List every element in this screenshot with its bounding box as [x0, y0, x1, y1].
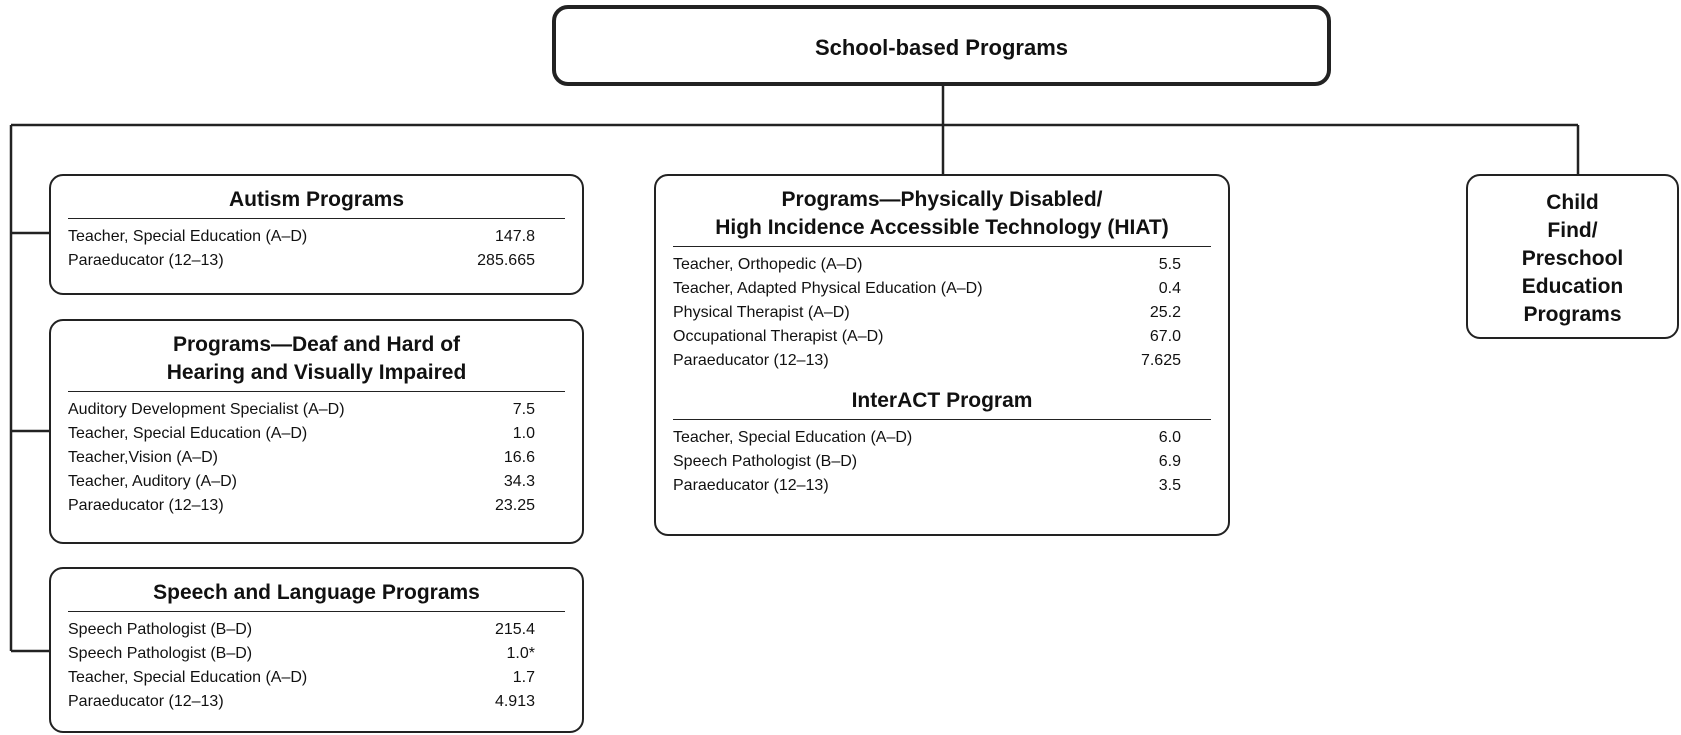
position-label: Teacher, Special Education (A–D) — [68, 425, 308, 442]
program-box: Programs—Deaf and Hard of Hearing and Vis… — [49, 319, 584, 544]
position-fte: 5.5 — [1158, 256, 1181, 273]
position-fte: 4.913 — [494, 693, 535, 710]
position-fte: 34.3 — [503, 473, 535, 490]
position-row: Teacher, Special Education (A–D) 6.0 — [673, 426, 1211, 450]
position-label: Physical Therapist (A–D) — [673, 304, 850, 321]
section-title: Programs—Deaf and Hard of Hearing and Vis… — [68, 331, 565, 387]
position-label: Paraeducator (12–13) — [673, 477, 829, 494]
position-label: Paraeducator (12–13) — [68, 252, 224, 269]
title-line: Preschool — [1521, 246, 1624, 270]
position-row: Paraeducator (12–13) 23.25 — [68, 494, 565, 518]
position-row: Teacher,Vision (A–D) 16.6 — [68, 446, 565, 470]
position-label: Teacher,Vision (A–D) — [68, 449, 218, 466]
position-row: Physical Therapist (A–D) 25.2 — [673, 301, 1211, 325]
position-row: Teacher, Adapted Physical Education (A–D… — [673, 277, 1211, 301]
program-box: Autism Programs Teacher, Special Educatio… — [49, 174, 584, 295]
position-fte: 1.7 — [512, 669, 535, 686]
position-row: Teacher, Auditory (A–D) 34.3 — [68, 470, 565, 494]
position-fte: 16.6 — [503, 449, 535, 466]
title-rule — [68, 218, 565, 219]
title-rule — [673, 419, 1211, 420]
position-row: Paraeducator (12–13) 7.625 — [673, 349, 1211, 373]
position-row: Teacher, Special Education (A–D) 147.8 — [68, 225, 565, 249]
position-row: Speech Pathologist (B–D) 1.0* — [68, 642, 565, 666]
section-title: InterACT Program — [673, 387, 1211, 415]
position-label: Speech Pathologist (B–D) — [673, 453, 858, 470]
title-rule — [68, 611, 565, 612]
section-title: Autism Programs — [68, 186, 565, 214]
position-row: Teacher, Orthopedic (A–D) 5.5 — [673, 253, 1211, 277]
position-fte: 7.5 — [512, 401, 535, 418]
position-label: Teacher, Special Education (A–D) — [68, 669, 308, 686]
position-fte: 285.665 — [477, 252, 535, 269]
title-line: Programs—Physically Disabled/ — [781, 188, 1103, 211]
position-row: Occupational Therapist (A–D) 67.0 — [673, 325, 1211, 349]
position-fte: 1.0 — [512, 425, 535, 442]
title-rule — [68, 391, 565, 392]
title-line: Child — [1546, 190, 1599, 214]
position-fte: 1.0* — [506, 645, 535, 662]
position-label: Auditory Development Specialist (A–D) — [68, 401, 345, 418]
position-label: Teacher, Special Education (A–D) — [673, 429, 913, 446]
position-fte: 147.8 — [494, 228, 535, 245]
position-fte: 6.0 — [1158, 429, 1181, 446]
title-line: Speech and Language Programs — [153, 581, 480, 604]
position-label: Speech Pathologist (B–D) — [68, 645, 253, 662]
title-line: Programs—Deaf and Hard of — [172, 333, 461, 356]
position-row: Speech Pathologist (B–D) 6.9 — [673, 450, 1211, 474]
title-line: Education — [1521, 274, 1624, 298]
position-label: Paraeducator (12–13) — [68, 693, 224, 710]
position-label: Occupational Therapist (A–D) — [673, 328, 884, 345]
position-row: Speech Pathologist (B–D) 215.4 — [68, 618, 565, 642]
program-box: Child Find/Preschool Education Programs — [1466, 174, 1679, 339]
position-row: Teacher, Special Education (A–D) 1.0 — [68, 422, 565, 446]
position-row: Auditory Development Specialist (A–D) 7.5 — [68, 398, 565, 422]
position-label: Teacher, Orthopedic (A–D) — [673, 256, 863, 273]
position-row: Paraeducator (12–13) 285.665 — [68, 249, 565, 273]
position-row: Teacher, Special Education (A–D) 1.7 — [68, 666, 565, 690]
position-label: Paraeducator (12–13) — [673, 352, 829, 369]
title-line: InterACT Program — [851, 389, 1033, 412]
position-fte: 215.4 — [494, 621, 535, 638]
position-label: Paraeducator (12–13) — [68, 497, 224, 514]
position-label: Teacher, Special Education (A–D) — [68, 228, 308, 245]
title-line: High Incidence Accessible Technology (HI… — [715, 216, 1169, 239]
section-title: Child Find/Preschool Education Programs — [1522, 189, 1624, 329]
position-fte: 3.5 — [1158, 477, 1181, 494]
position-label: Teacher, Auditory (A–D) — [68, 473, 237, 490]
position-fte: 67.0 — [1149, 328, 1181, 345]
program-box: Speech and Language Programs Speech Patho… — [49, 567, 584, 733]
position-label: Teacher, Adapted Physical Education (A–D… — [673, 280, 983, 297]
position-fte: 7.625 — [1140, 352, 1181, 369]
title-line: Programs — [1523, 302, 1622, 326]
position-fte: 6.9 — [1158, 453, 1181, 470]
root-box: School-based Programs — [552, 5, 1331, 86]
position-fte: 23.25 — [494, 497, 535, 514]
title-line: Hearing and Visually Impaired — [166, 361, 467, 384]
section-title: Programs—Physically Disabled/High Incide… — [673, 186, 1211, 242]
title-line: Autism Programs — [228, 188, 405, 211]
position-fte: 25.2 — [1149, 304, 1181, 321]
position-row: Paraeducator (12–13) 3.5 — [673, 474, 1211, 498]
position-label: Speech Pathologist (B–D) — [68, 621, 253, 638]
section-title: Speech and Language Programs — [68, 579, 565, 607]
program-box: Programs—Physically Disabled/High Incide… — [654, 174, 1230, 536]
title-rule — [673, 246, 1211, 247]
title-line: Find/ — [1547, 218, 1598, 242]
position-fte: 0.4 — [1158, 280, 1181, 297]
position-row: Paraeducator (12–13) 4.913 — [68, 690, 565, 714]
